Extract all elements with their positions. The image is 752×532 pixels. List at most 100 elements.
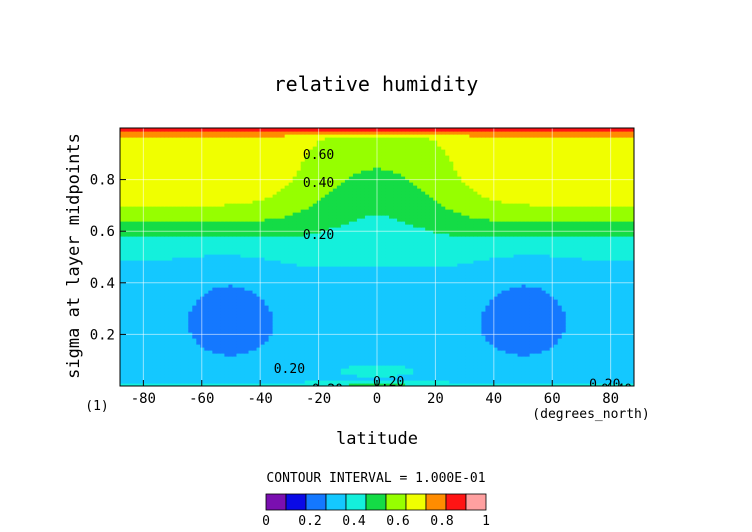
contour-cell [609, 359, 615, 363]
contour-cell [429, 335, 434, 339]
contour-cell [192, 293, 197, 297]
contour-cell [348, 356, 354, 360]
contour-cell [409, 332, 414, 336]
contour-cell [453, 344, 458, 348]
contour-cell [521, 326, 527, 330]
contour-cell [352, 380, 358, 384]
contour-cell [156, 272, 161, 276]
contour-cell [505, 371, 511, 375]
contour-cell [124, 377, 129, 381]
contour-cell [352, 332, 358, 336]
contour-cell [224, 326, 230, 330]
contour-cell [545, 383, 551, 386]
contour-cell [485, 278, 491, 282]
contour-cell [509, 287, 515, 291]
contour-cell [509, 377, 515, 381]
contour-cell [188, 383, 193, 386]
contour-cell [441, 323, 446, 327]
contour-cell [377, 347, 382, 351]
contour-cell [252, 341, 258, 345]
contour-cell [212, 272, 217, 276]
contour-cell [308, 335, 314, 339]
contour-cell [324, 380, 330, 384]
contour-cell [304, 311, 310, 315]
contour-cell [569, 365, 575, 369]
contour-cell [156, 353, 161, 357]
contour-cell [124, 368, 129, 372]
contour-cell [601, 299, 607, 303]
contour-cell [260, 299, 266, 303]
contour-cell [389, 302, 394, 306]
contour-cell [457, 332, 462, 336]
contour-cell [188, 365, 193, 369]
contour-cell [581, 362, 587, 366]
contour-cell [585, 380, 591, 384]
contour-cell [200, 329, 205, 333]
contour-cell [425, 293, 430, 297]
contour-cell [541, 365, 547, 369]
contour-cell [521, 311, 527, 315]
contour-cell [597, 302, 603, 306]
contour-cell [605, 371, 611, 375]
contour-cell [188, 368, 193, 372]
contour-cell [529, 290, 535, 294]
contour-cell [180, 380, 185, 384]
contour-cell [292, 362, 298, 366]
contour-cell [128, 323, 133, 327]
contour-cell [625, 275, 631, 279]
contour-cell [377, 371, 382, 375]
contour-cell [609, 335, 615, 339]
contour-cell [308, 371, 314, 375]
contour-cell [280, 311, 286, 315]
contour-cell [493, 269, 499, 273]
contour-cell [368, 344, 374, 348]
contour-cell [304, 302, 310, 306]
contour-cell [224, 344, 230, 348]
contour-cell [372, 278, 378, 282]
contour-cell [140, 332, 145, 336]
contour-cell [360, 326, 366, 330]
contour-cell [180, 329, 185, 333]
contour-cell [228, 287, 234, 291]
contour-cell [128, 305, 133, 309]
contour-cell [360, 287, 366, 291]
contour-cell [132, 302, 137, 306]
contour-cell [473, 272, 478, 276]
contour-cell [485, 329, 491, 333]
contour-cell [208, 326, 213, 330]
contour-cell [132, 293, 137, 297]
contour-cell [308, 269, 314, 273]
contour-cell [144, 278, 149, 282]
contour-cell [188, 302, 193, 306]
contour-cell [268, 335, 274, 339]
contour-cell [533, 308, 539, 312]
contour-cell [481, 329, 487, 333]
contour-cell [525, 323, 531, 327]
contour-cell [469, 380, 474, 384]
contour-cell [505, 305, 511, 309]
contour-cell [529, 275, 535, 279]
contour-cell [477, 341, 483, 345]
contour-cell [461, 344, 466, 348]
contour-cell [180, 308, 185, 312]
contour-cell [497, 341, 503, 345]
contour-cell [284, 269, 290, 273]
contour-cell [144, 344, 149, 348]
contour-cell [585, 326, 591, 330]
contour-cell [377, 332, 382, 336]
contour-cell [276, 380, 282, 384]
contour-cell [280, 269, 286, 273]
contour-cell [629, 365, 634, 369]
contour-cell [377, 314, 382, 318]
contour-cell [477, 356, 483, 360]
contour-cell [148, 299, 153, 303]
contour-cell [385, 350, 390, 354]
contour-cell [537, 317, 543, 321]
contour-cell [465, 326, 470, 330]
contour-cell [573, 314, 579, 318]
contour-cell [260, 380, 266, 384]
contour-cell [136, 311, 141, 315]
contour-cell [553, 317, 559, 321]
contour-cell [425, 374, 430, 378]
contour-cell [437, 383, 442, 386]
